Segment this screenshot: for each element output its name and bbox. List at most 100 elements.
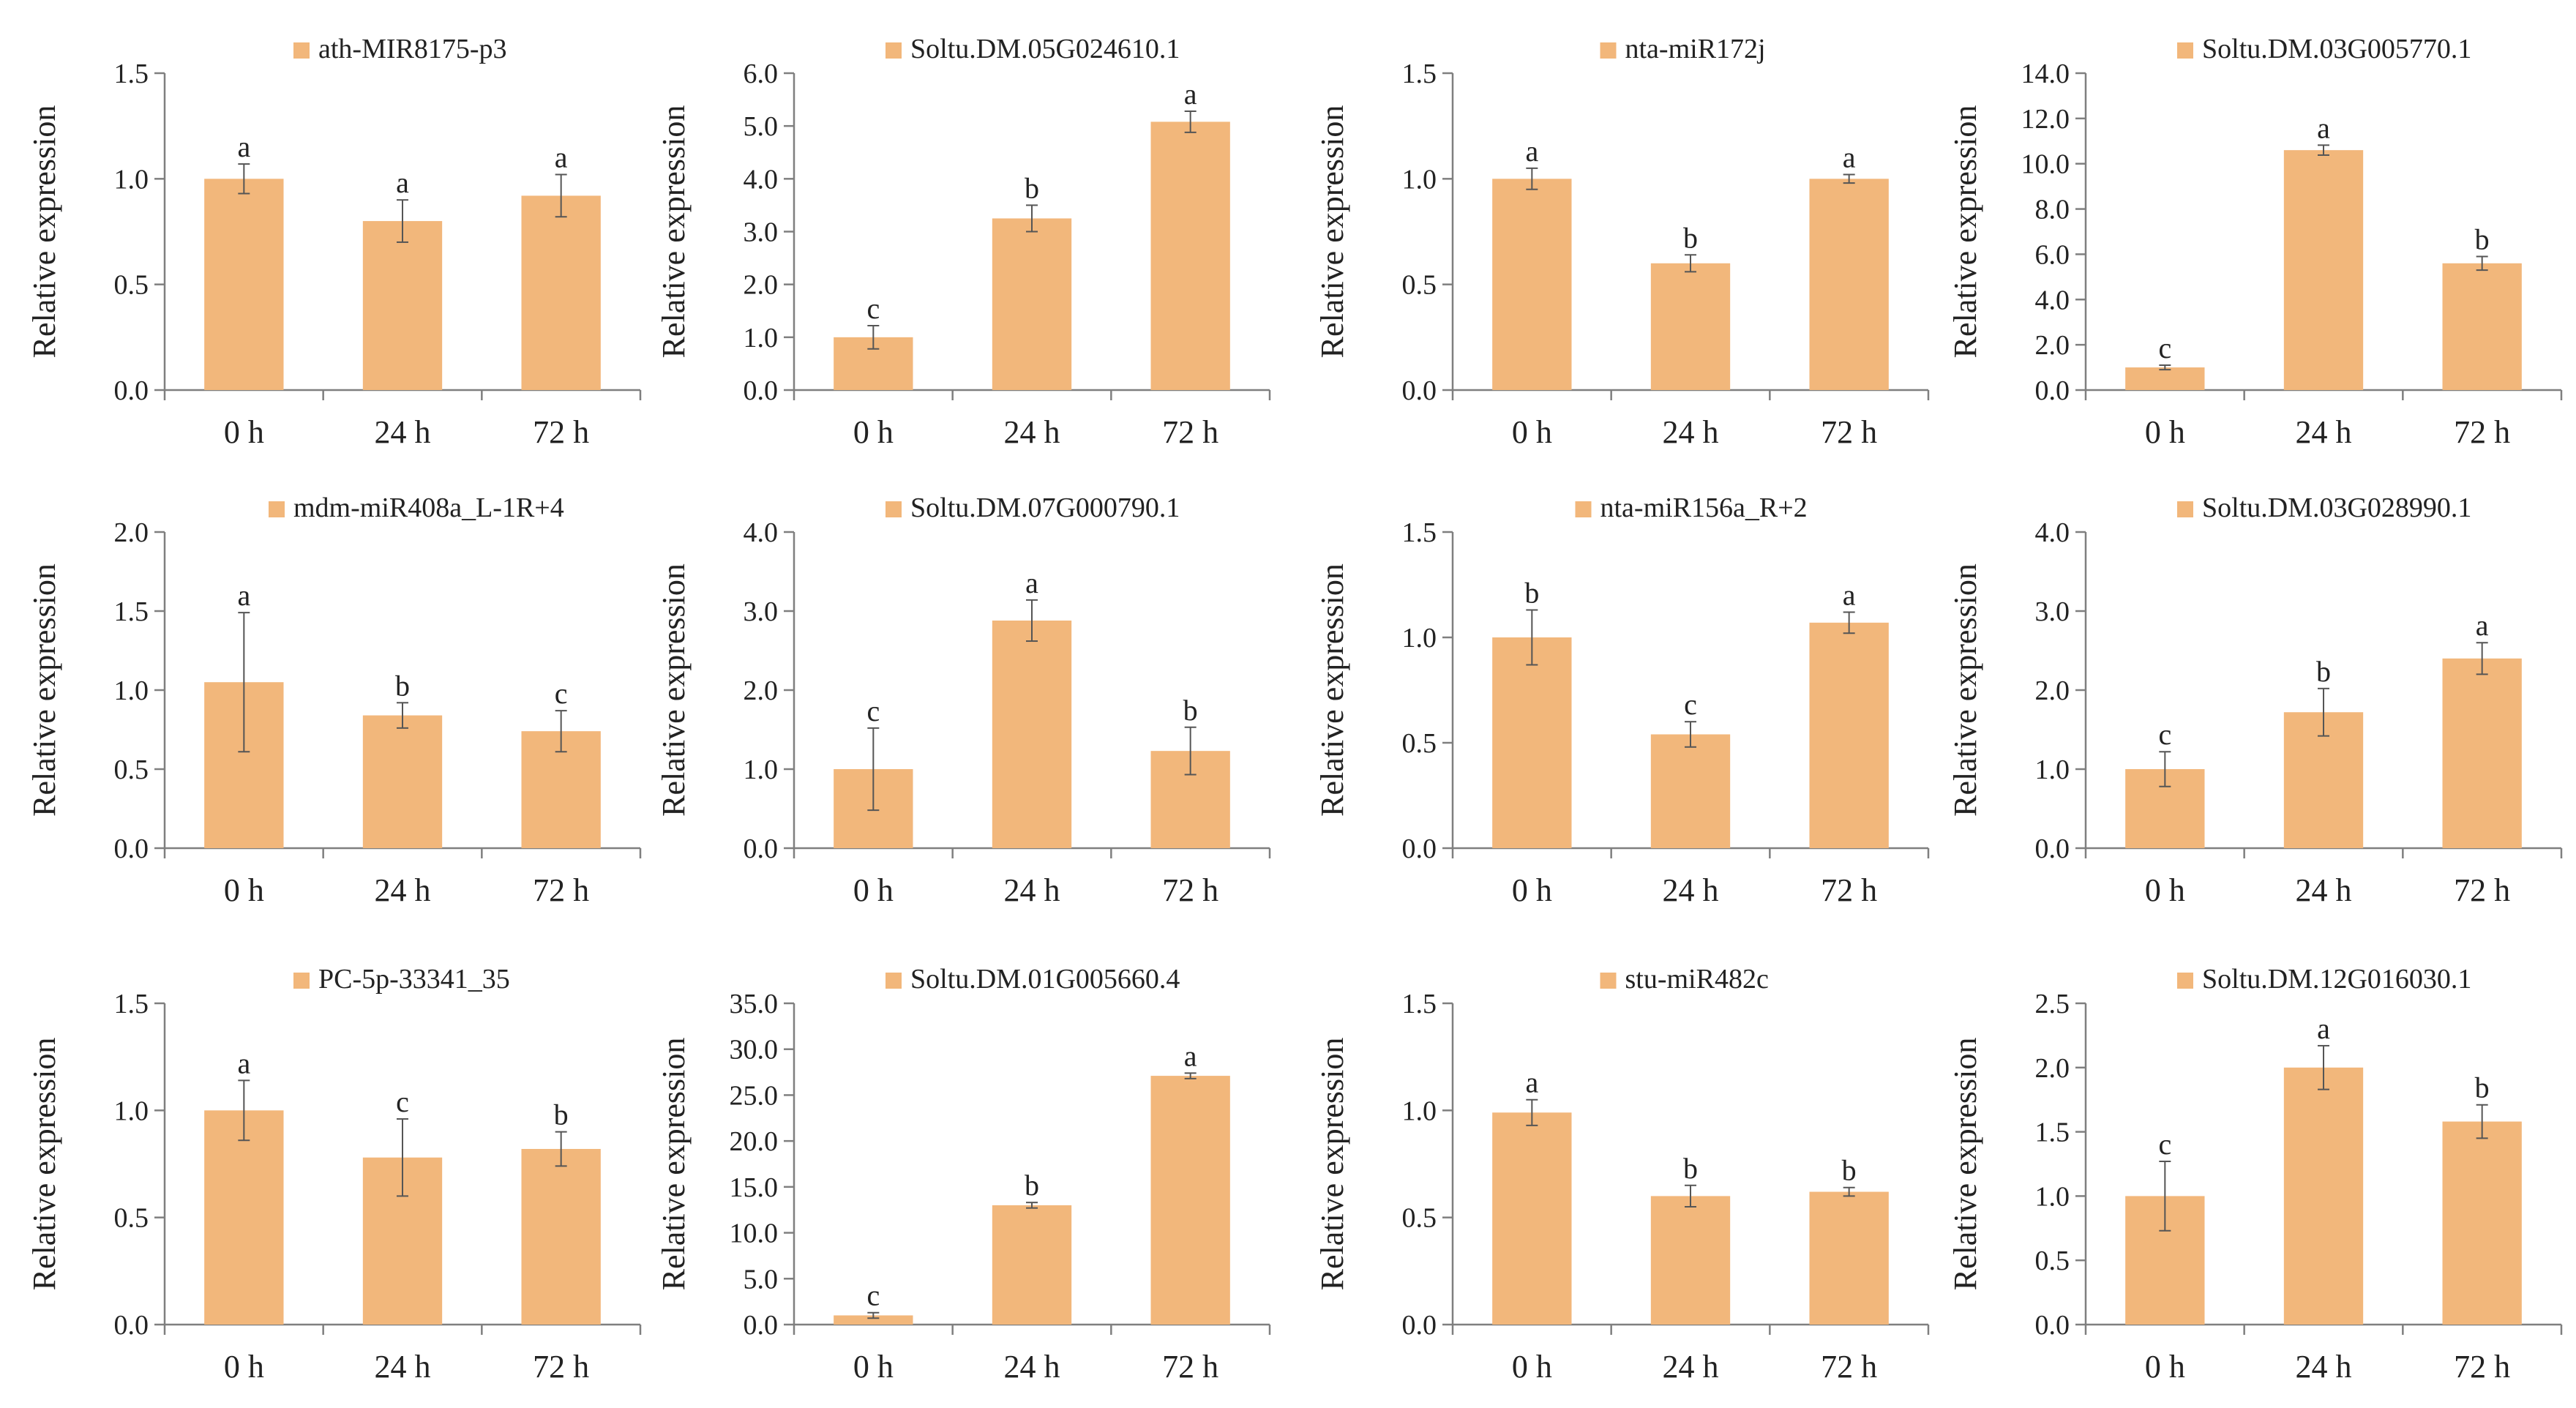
- y-tick-label: 5.0: [744, 1264, 779, 1295]
- y-tick-label: 1.5: [1402, 59, 1437, 89]
- y-axis-label: Relative expression: [1947, 1038, 1983, 1291]
- significance-letter: b: [1842, 1154, 1857, 1187]
- y-tick-label: 10.0: [2021, 149, 2070, 180]
- chart-panel-4: Soltu.DM.03G005770.1 Relative expression 0…: [1947, 34, 2563, 450]
- y-tick-label: 0.0: [744, 1310, 779, 1341]
- significance-letter: c: [555, 677, 568, 710]
- significance-letter: b: [1683, 1152, 1698, 1185]
- x-tick-label: 72 h: [533, 872, 589, 908]
- y-tick-label: 1.0: [114, 164, 149, 195]
- legend-label: mdm-miR408a_L-1R+4: [293, 493, 564, 523]
- y-tick-label: 0.5: [1402, 728, 1437, 759]
- x-tick-label: 24 h: [2296, 1349, 2352, 1385]
- x-tick-label: 24 h: [1004, 1349, 1060, 1385]
- x-tick-label: 0 h: [853, 872, 894, 908]
- legend-swatch: [293, 42, 310, 59]
- significance-letter: a: [396, 166, 409, 199]
- bar-2: [992, 1205, 1072, 1325]
- x-tick-label: 0 h: [2145, 872, 2185, 908]
- significance-letter: a: [237, 130, 250, 163]
- x-tick-label: 0 h: [2145, 1349, 2185, 1385]
- y-tick-label: 25.0: [730, 1080, 779, 1111]
- significance-letter: b: [1683, 221, 1698, 254]
- x-tick-label: 0 h: [853, 1349, 894, 1385]
- y-tick-label: 1.0: [2035, 754, 2070, 785]
- y-tick-label: 1.0: [1402, 623, 1437, 654]
- x-tick-label: 24 h: [1004, 872, 1060, 908]
- bar-3: [1150, 121, 1230, 391]
- y-axis-label: Relative expression: [1947, 105, 1983, 359]
- bar-2: [992, 218, 1072, 390]
- significance-letter: a: [1525, 135, 1538, 168]
- y-tick-label: 1.5: [1402, 989, 1437, 1019]
- x-tick-label: 24 h: [2296, 872, 2352, 908]
- y-tick-label: 3.0: [744, 596, 779, 627]
- significance-letter: b: [1183, 694, 1198, 727]
- y-tick-label: 10.0: [730, 1218, 779, 1249]
- x-tick-label: 72 h: [1162, 872, 1218, 908]
- y-tick-label: 35.0: [730, 989, 779, 1019]
- y-tick-label: 3.0: [744, 217, 779, 248]
- x-tick-label: 24 h: [1004, 414, 1060, 450]
- bar-1: [1492, 1112, 1572, 1325]
- y-tick-label: 0.5: [1402, 1203, 1437, 1234]
- y-tick-label: 14.0: [2021, 59, 2070, 89]
- bar-2: [362, 715, 443, 848]
- x-tick-label: 0 h: [1512, 414, 1552, 450]
- y-tick-label: 1.5: [1402, 517, 1437, 548]
- y-tick-label: 1.5: [114, 596, 149, 627]
- bar-2: [362, 221, 443, 390]
- significance-letter: a: [1184, 1039, 1197, 1072]
- chart-panel-10: Soltu.DM.01G005660.4 Relative expression 0…: [656, 964, 1271, 1385]
- legend-swatch: [886, 42, 902, 59]
- chart-panel-3: nta-miR172j Relative expression 0.0 0.5 1.0 1…: [1314, 34, 1930, 450]
- legend-swatch: [2177, 42, 2193, 59]
- x-tick-label: 72 h: [1821, 872, 1877, 908]
- legend-label: Soltu.DM.03G028990.1: [2202, 493, 2471, 523]
- bar-1: [1492, 179, 1572, 391]
- y-tick-label: 2.0: [2035, 330, 2070, 361]
- significance-letter: b: [395, 669, 410, 702]
- y-axis-label: Relative expression: [1314, 1038, 1350, 1291]
- bar-1: [204, 179, 284, 391]
- significance-letter: a: [2317, 1012, 2330, 1045]
- x-tick-label: 72 h: [1821, 1349, 1877, 1385]
- significance-letter: a: [237, 579, 250, 612]
- significance-letter: c: [1684, 688, 1697, 721]
- bar-3: [2442, 263, 2522, 390]
- legend-swatch: [2177, 973, 2193, 989]
- significance-letter: a: [1525, 1066, 1538, 1099]
- significance-letter: c: [2158, 332, 2171, 364]
- y-tick-label: 2.0: [744, 270, 779, 301]
- legend-label: Soltu.DM.05G024610.1: [910, 34, 1180, 64]
- y-tick-label: 4.0: [744, 517, 779, 548]
- x-tick-label: 0 h: [1512, 872, 1552, 908]
- x-tick-label: 24 h: [1663, 1349, 1719, 1385]
- bar-3: [2442, 1121, 2522, 1325]
- y-tick-label: 1.0: [744, 754, 779, 785]
- x-tick-label: 0 h: [1512, 1349, 1552, 1385]
- bar-3: [521, 195, 601, 390]
- y-tick-label: 2.0: [744, 675, 779, 706]
- y-tick-label: 1.0: [114, 1096, 149, 1126]
- bar-2: [992, 620, 1072, 848]
- bar-1: [834, 1315, 913, 1325]
- y-tick-label: 0.0: [1402, 834, 1437, 864]
- bar-3: [1809, 622, 1889, 848]
- significance-letter: a: [1184, 78, 1197, 111]
- y-axis-label: Relative expression: [656, 105, 692, 359]
- significance-letter: b: [554, 1098, 569, 1131]
- x-tick-label: 24 h: [1663, 414, 1719, 450]
- chart-panel-11: stu-miR482c Relative expression 0.0 0.5 1.0 1…: [1314, 964, 1930, 1385]
- y-tick-label: 0.5: [2035, 1246, 2070, 1276]
- bar-3: [521, 1149, 601, 1325]
- y-axis-label: Relative expression: [26, 1038, 62, 1291]
- legend-label: Soltu.DM.01G005660.4: [910, 964, 1180, 995]
- y-tick-label: 0.0: [1402, 375, 1437, 406]
- y-tick-label: 1.0: [1402, 164, 1437, 195]
- x-tick-label: 24 h: [375, 872, 431, 908]
- y-tick-label: 20.0: [730, 1126, 779, 1157]
- y-tick-label: 1.5: [114, 59, 149, 89]
- y-axis-label: Relative expression: [26, 563, 62, 817]
- y-tick-label: 0.0: [2035, 1310, 2070, 1341]
